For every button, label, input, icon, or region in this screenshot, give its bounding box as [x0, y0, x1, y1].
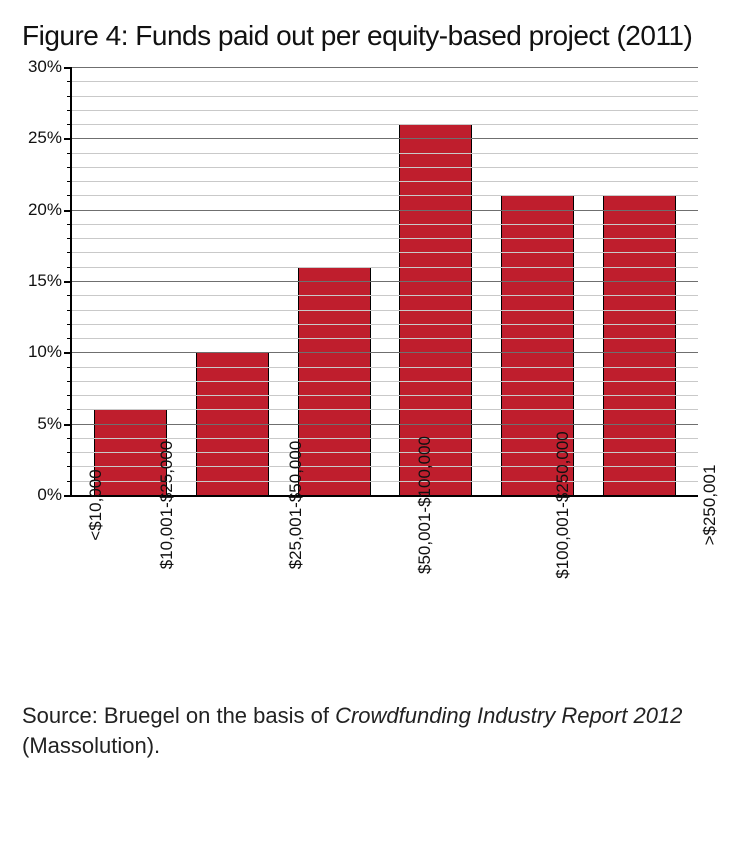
ytick-minor: [67, 167, 72, 168]
gridline-minor: [72, 438, 698, 439]
gridline-major: [72, 138, 698, 139]
gridline-minor: [72, 338, 698, 339]
source-suffix: (Massolution).: [22, 733, 160, 758]
gridline-minor: [72, 367, 698, 368]
ytick-major: [64, 210, 72, 212]
xtick-label: $25,001-$50,000: [286, 441, 306, 570]
ytick-major: [64, 495, 72, 497]
gridline-minor: [72, 81, 698, 82]
ytick-major: [64, 281, 72, 283]
bar-chart: 0%5%10%15%20%25%30% <$10,000$10,001-$25,…: [70, 67, 698, 685]
xtick-label: <$10,000: [86, 469, 106, 540]
gridline-minor: [72, 252, 698, 253]
ytick-minor: [67, 81, 72, 82]
ytick-minor: [67, 238, 72, 239]
bar: [603, 195, 676, 495]
ytick-label: 10%: [16, 342, 62, 362]
xtick-label: $100,001-$250,000: [553, 431, 573, 578]
gridline-minor: [72, 181, 698, 182]
gridline-minor: [72, 153, 698, 154]
xtick-label: $10,001-$25,000: [157, 441, 177, 570]
ytick-minor: [67, 153, 72, 154]
xlabel-cell: <$10,000: [78, 505, 149, 685]
ytick-major: [64, 352, 72, 354]
xlabel-cell: $10,001-$25,000: [149, 505, 278, 685]
ytick-minor: [67, 338, 72, 339]
gridline-major: [72, 67, 698, 68]
ytick-major: [64, 138, 72, 140]
gridline-minor: [72, 167, 698, 168]
gridline-major: [72, 281, 698, 282]
gridline-major: [72, 210, 698, 211]
ytick-minor: [67, 181, 72, 182]
gridline-minor: [72, 267, 698, 268]
ytick-minor: [67, 110, 72, 111]
ytick-minor: [67, 224, 72, 225]
ytick-minor: [67, 295, 72, 296]
xtick-label: >$250,001: [700, 465, 720, 546]
ytick-minor: [67, 267, 72, 268]
ytick-minor: [67, 438, 72, 439]
ytick-minor: [67, 466, 72, 467]
ytick-minor: [67, 96, 72, 97]
ytick-minor: [67, 367, 72, 368]
ytick-minor: [67, 481, 72, 482]
ytick-minor: [67, 452, 72, 453]
source-italic: Crowdfunding Industry Report 2012: [335, 703, 682, 728]
gridline-minor: [72, 395, 698, 396]
ytick-label: 30%: [16, 57, 62, 77]
gridline-minor: [72, 96, 698, 97]
ytick-minor: [67, 124, 72, 125]
xlabel-cell: $100,001-$250,000: [545, 505, 692, 685]
x-axis-labels: <$10,000$10,001-$25,000$25,001-$50,000$5…: [70, 505, 698, 685]
ytick-major: [64, 67, 72, 69]
ytick-minor: [67, 195, 72, 196]
xtick-label: $50,001-$100,000: [415, 436, 435, 574]
gridline-minor: [72, 110, 698, 111]
ytick-label: 20%: [16, 200, 62, 220]
xlabel-cell: $25,001-$50,000: [278, 505, 407, 685]
source-line: Source: Bruegel on the basis of Crowdfun…: [22, 701, 708, 760]
gridline-minor: [72, 195, 698, 196]
gridline-minor: [72, 381, 698, 382]
gridline-minor: [72, 310, 698, 311]
xlabel-cell: $50,001-$100,000: [407, 505, 545, 685]
source-prefix: Source: Bruegel on the basis of: [22, 703, 335, 728]
gridline-minor: [72, 238, 698, 239]
ytick-minor: [67, 395, 72, 396]
figure-title: Figure 4: Funds paid out per equity-base…: [22, 18, 708, 53]
gridline-major: [72, 352, 698, 353]
gridline-major: [72, 424, 698, 425]
plot-area: 0%5%10%15%20%25%30%: [70, 67, 698, 497]
ytick-label: 0%: [16, 485, 62, 505]
gridline-minor: [72, 295, 698, 296]
ytick-label: 5%: [16, 414, 62, 434]
gridline-minor: [72, 409, 698, 410]
ytick-minor: [67, 310, 72, 311]
ytick-minor: [67, 252, 72, 253]
gridline-minor: [72, 224, 698, 225]
ytick-label: 25%: [16, 128, 62, 148]
ytick-minor: [67, 324, 72, 325]
xlabel-cell: >$250,001: [692, 505, 730, 685]
gridline-minor: [72, 324, 698, 325]
ytick-minor: [67, 409, 72, 410]
ytick-major: [64, 424, 72, 426]
ytick-label: 15%: [16, 271, 62, 291]
ytick-minor: [67, 381, 72, 382]
gridline-minor: [72, 124, 698, 125]
